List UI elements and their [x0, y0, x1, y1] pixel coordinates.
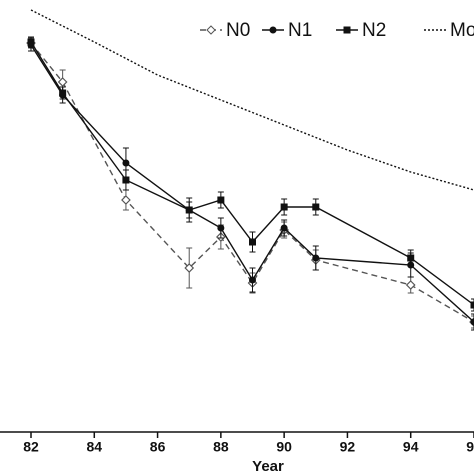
point: [249, 238, 256, 246]
legend-marker: [343, 26, 351, 34]
x-tick-label: 84: [86, 439, 102, 455]
point: [249, 276, 256, 284]
point: [27, 38, 35, 46]
point: [184, 263, 195, 273]
legend-label: Mo: [450, 20, 474, 41]
x-tick-label: 86: [150, 439, 166, 455]
series-line: [30, 9, 474, 191]
error-bar: [471, 298, 474, 312]
point: [122, 159, 130, 167]
point: [217, 196, 225, 204]
point: [280, 224, 288, 232]
series-line: [30, 42, 474, 323]
point: [405, 280, 416, 290]
point: [121, 195, 131, 205]
x-tick-label: 92: [340, 439, 356, 455]
error-bar: [471, 313, 474, 331]
point: [312, 203, 320, 211]
point: [470, 301, 474, 309]
x-axis-label: Year: [252, 458, 284, 474]
legend-label: N1: [288, 20, 312, 41]
legend-label: N2: [362, 20, 386, 41]
x-tick-label: 88: [213, 439, 229, 455]
x-tick-label: 96: [466, 439, 474, 455]
series-line: [30, 41, 474, 306]
x-tick-label: 90: [276, 439, 292, 455]
point: [122, 176, 130, 184]
series-line: [30, 44, 474, 323]
legend-label: N0: [226, 20, 250, 41]
point: [217, 224, 225, 232]
x-tick-label: 82: [23, 439, 39, 455]
point: [407, 254, 415, 262]
point: [57, 77, 68, 87]
point: [280, 203, 288, 211]
point: [470, 318, 474, 326]
point: [312, 254, 320, 262]
x-tick-label: 94: [403, 439, 419, 455]
point: [185, 206, 193, 214]
legend-marker: [269, 26, 277, 34]
point: [59, 89, 67, 97]
legend-marker: [206, 25, 216, 35]
error-bar: [471, 315, 474, 329]
